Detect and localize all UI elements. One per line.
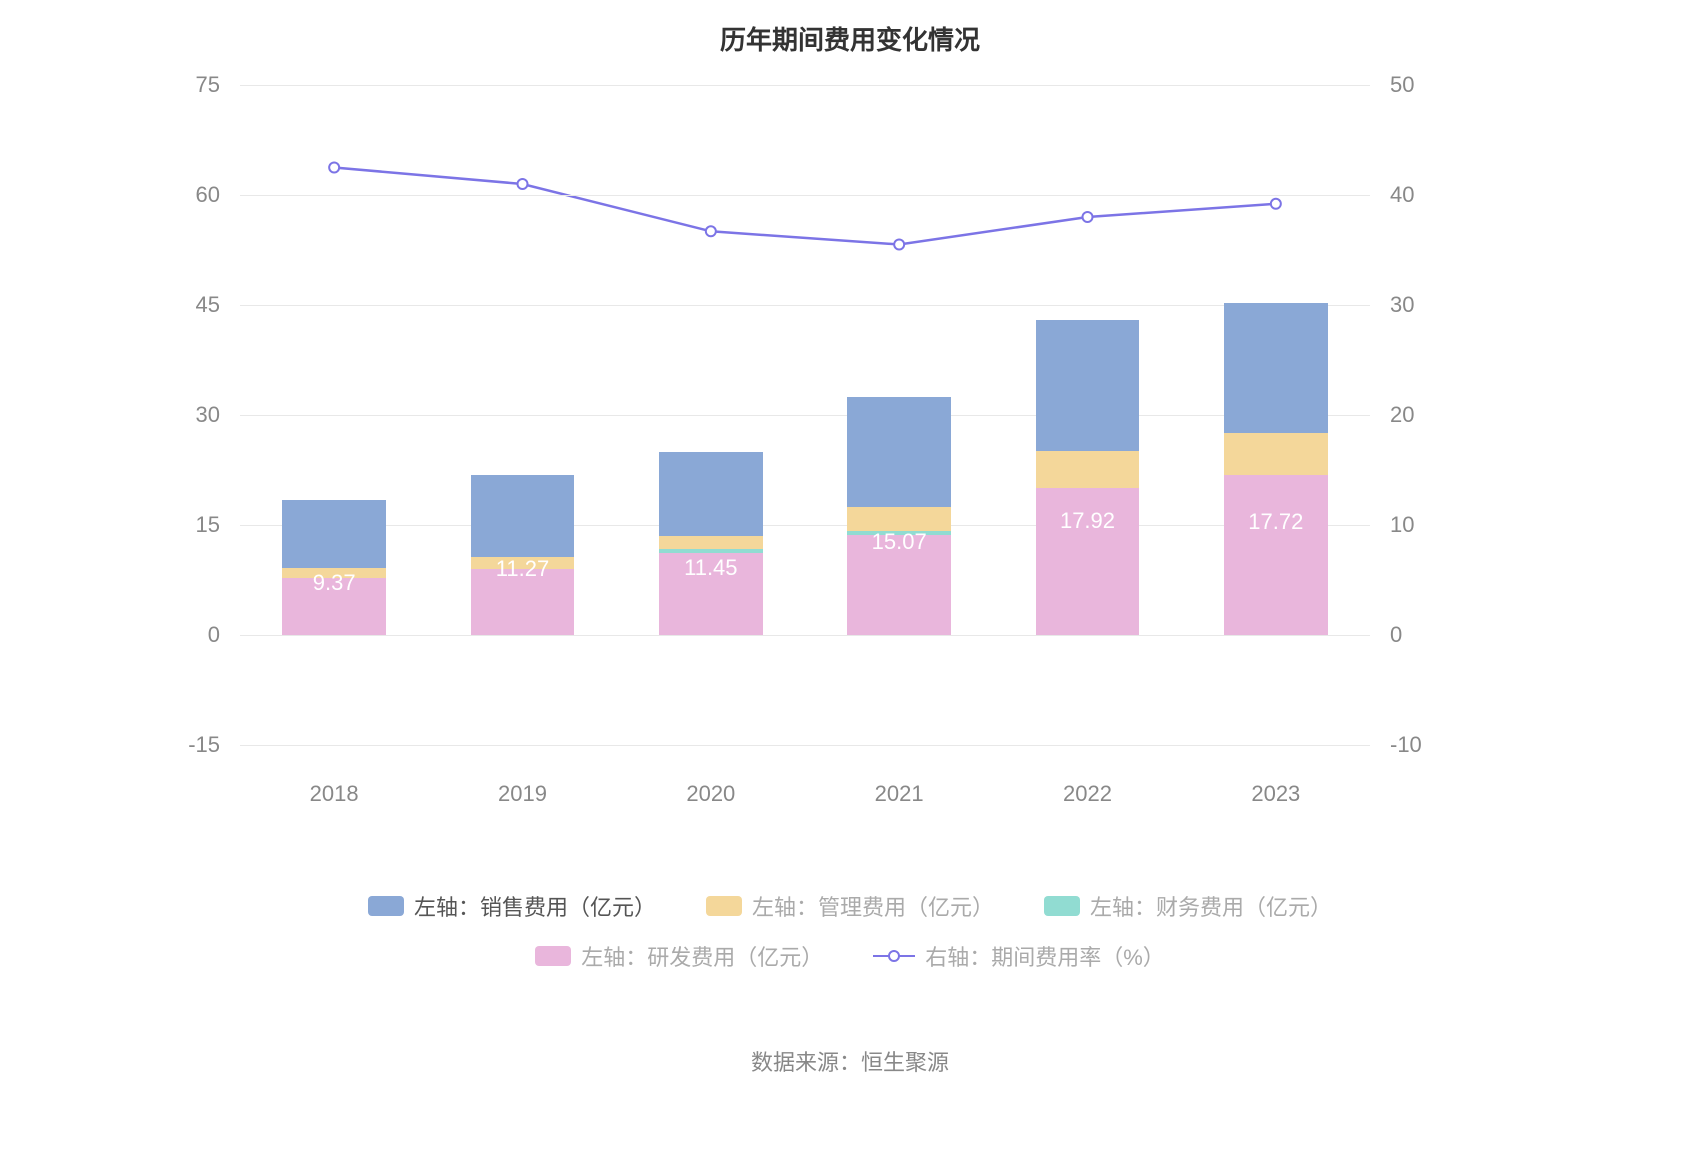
gridline [240, 635, 1370, 636]
legend-item[interactable]: 右轴：期间费用率（%） [873, 940, 1165, 972]
y-left-tick-label: 45 [196, 294, 220, 316]
y-right-tick-label: 50 [1390, 74, 1414, 96]
y-left-tick-label: 15 [196, 514, 220, 536]
legend-label: 右轴：期间费用率（%） [925, 940, 1165, 972]
y-left-tick-label: 0 [208, 624, 220, 646]
legend-label: 左轴：销售费用（亿元） [414, 890, 656, 922]
y-right-tick-label: 20 [1390, 404, 1414, 426]
bar-segment-rd [1224, 475, 1328, 635]
gridline [240, 305, 1370, 306]
line-series-marker [894, 240, 904, 250]
bar-segment-mgmt [659, 536, 763, 549]
bar-stack: 17.72 [1224, 303, 1328, 635]
line-series-marker [329, 163, 339, 173]
bar-value-label: 11.45 [659, 555, 763, 581]
bar-value-label: 15.07 [847, 529, 951, 555]
y-right-tick-label: 0 [1390, 624, 1402, 646]
legend-item[interactable]: 左轴：管理费用（亿元） [706, 890, 994, 922]
line-series-path [334, 168, 1276, 245]
line-series-marker [1271, 199, 1281, 209]
y-left-tick-label: -15 [188, 734, 220, 756]
legend-swatch [368, 896, 404, 916]
legend-item[interactable]: 左轴：销售费用（亿元） [368, 890, 656, 922]
bar-segment-mgmt [847, 507, 951, 530]
bar-value-label: 11.27 [471, 556, 575, 582]
data-source-label: 数据来源：恒生聚源 [0, 1045, 1700, 1077]
bar-value-label: 17.92 [1036, 508, 1140, 534]
line-series-marker [1083, 212, 1093, 222]
y-right-tick-label: 10 [1390, 514, 1414, 536]
bar-stack: 15.07 [847, 397, 951, 635]
bar-value-label: 9.37 [282, 570, 386, 596]
bar-segment-sales [471, 475, 575, 558]
gridline [240, 525, 1370, 526]
legend-label: 左轴：财务费用（亿元） [1090, 890, 1332, 922]
y-left-tick-label: 75 [196, 74, 220, 96]
y-right-tick-label: 30 [1390, 294, 1414, 316]
y-right-tick-label: -10 [1390, 734, 1422, 756]
bar-segment-sales [847, 397, 951, 508]
bar-stack: 9.37 [282, 500, 386, 635]
x-tick-label: 2020 [686, 781, 735, 807]
legend-swatch [535, 946, 571, 966]
legend-line-marker [873, 955, 915, 957]
bar-stack: 17.92 [1036, 320, 1140, 635]
gridline [240, 195, 1370, 196]
legend-swatch [706, 896, 742, 916]
y-right-tick-label: 40 [1390, 184, 1414, 206]
legend-item[interactable]: 左轴：研发费用（亿元） [535, 940, 823, 972]
line-series-marker [706, 226, 716, 236]
bar-segment-sales [659, 452, 763, 536]
expense-chart: 历年期间费用变化情况 -15-1000151030204530604075502… [0, 0, 1700, 1150]
gridline [240, 85, 1370, 86]
gridline [240, 745, 1370, 746]
x-tick-label: 2019 [498, 781, 547, 807]
legend-label: 左轴：管理费用（亿元） [752, 890, 994, 922]
bar-segment-sales [1224, 303, 1328, 433]
line-series-marker [518, 179, 528, 189]
legend-label: 左轴：研发费用（亿元） [581, 940, 823, 972]
legend-item[interactable]: 左轴：财务费用（亿元） [1044, 890, 1332, 922]
bar-stack: 11.45 [659, 452, 763, 635]
bar-segment-sales [282, 500, 386, 569]
bar-segment-sales [1036, 320, 1140, 451]
x-tick-label: 2022 [1063, 781, 1112, 807]
plot-area: -15-10001510302045306040755020189.372019… [240, 85, 1370, 745]
bar-segment-mgmt [1224, 433, 1328, 476]
legend: 左轴：销售费用（亿元） 左轴：管理费用（亿元） 左轴：财务费用（亿元） 左轴：研发费用… [280, 890, 1420, 972]
legend-swatch [1044, 896, 1080, 916]
x-tick-label: 2021 [875, 781, 924, 807]
x-tick-label: 2023 [1251, 781, 1300, 807]
chart-title: 历年期间费用变化情况 [0, 20, 1700, 57]
bar-value-label: 17.72 [1224, 509, 1328, 535]
x-tick-label: 2018 [310, 781, 359, 807]
bar-stack: 11.27 [471, 475, 575, 635]
y-left-tick-label: 30 [196, 404, 220, 426]
gridline [240, 415, 1370, 416]
bar-segment-mgmt [1036, 451, 1140, 488]
y-left-tick-label: 60 [196, 184, 220, 206]
